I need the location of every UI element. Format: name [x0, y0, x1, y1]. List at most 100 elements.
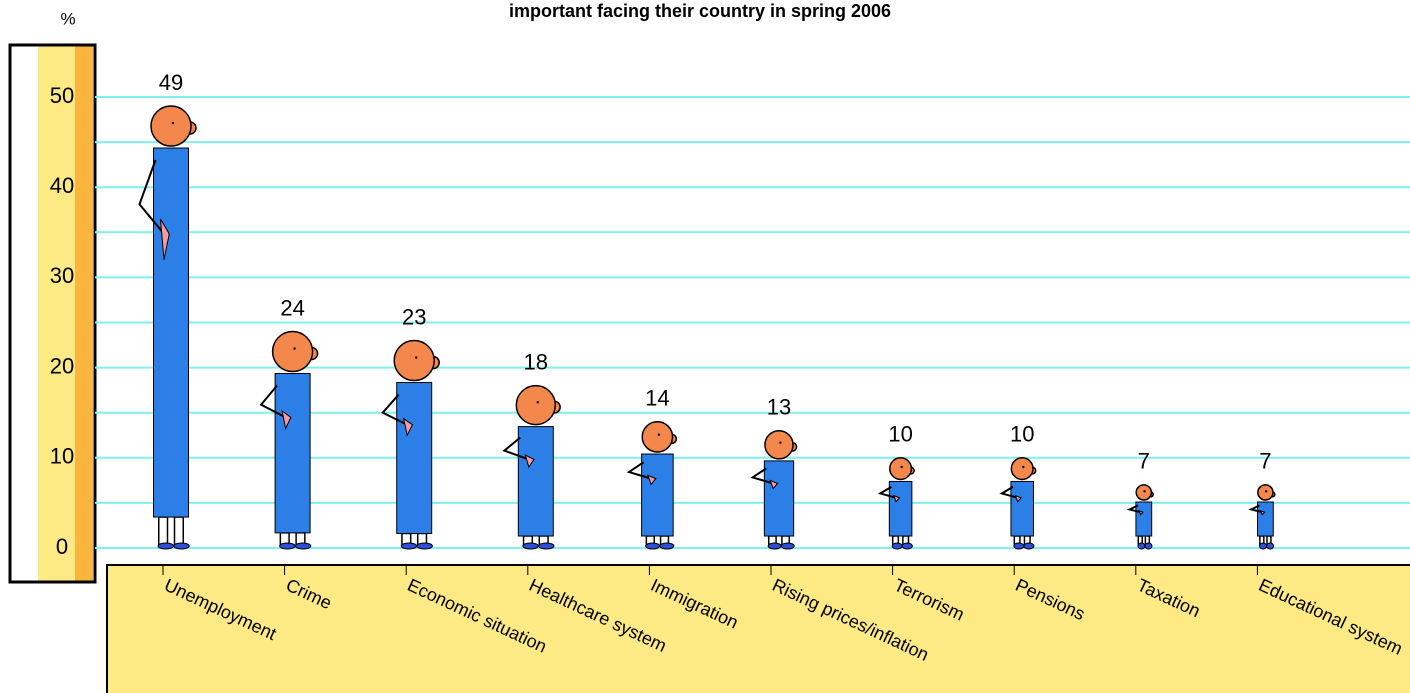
figure-head: [641, 420, 674, 453]
figure-eye: [900, 465, 903, 469]
figure-head: [1257, 484, 1274, 501]
value-label: 7: [1259, 449, 1271, 474]
value-label: 24: [280, 295, 304, 320]
figure: [259, 330, 319, 550]
figure-arm: [138, 159, 165, 235]
figure-hand: [1138, 510, 1144, 516]
value-label: 23: [402, 304, 426, 329]
figure-hand: [1259, 510, 1266, 516]
figure-leg: [173, 516, 184, 546]
value-label: 7: [1138, 449, 1150, 474]
figure-head: [889, 457, 913, 481]
figure-foot: [1137, 542, 1146, 550]
figure-hand: [769, 479, 779, 490]
figure-arm: [1126, 504, 1141, 514]
figure-eye: [779, 441, 782, 444]
figure-foot: [279, 542, 296, 550]
y-tick-label: 0: [56, 534, 68, 559]
figure-hand: [281, 409, 292, 431]
y-tick-label: 20: [50, 353, 74, 378]
figure-head: [393, 339, 435, 382]
figure-eye: [293, 347, 296, 350]
figure: [502, 384, 561, 550]
figure-body: [641, 453, 674, 537]
figure-foot: [891, 542, 903, 550]
value-label: 18: [524, 349, 548, 374]
figure-body: [1135, 501, 1153, 537]
figure-eye: [536, 401, 539, 404]
figure-head: [150, 105, 192, 147]
figure-foot: [1013, 542, 1025, 550]
figure-foot: [780, 542, 795, 550]
figure-head: [764, 429, 794, 460]
figure-arm: [877, 486, 897, 499]
figure-hand: [1014, 494, 1022, 503]
figure: [999, 457, 1037, 550]
figure-foot: [659, 542, 675, 550]
figure: [381, 339, 440, 550]
figure-foot: [1259, 542, 1268, 550]
figure-arm: [502, 436, 530, 461]
axis-band: [38, 45, 75, 582]
figure-foot: [767, 542, 782, 550]
figure: [626, 420, 678, 550]
figure-arm: [1248, 504, 1263, 514]
figure-eye: [1022, 465, 1025, 469]
figure: [750, 429, 798, 550]
category-panel: [106, 564, 1410, 693]
figure-eye: [1264, 490, 1268, 493]
figure-eye: [1143, 490, 1146, 493]
chart-title: important facing their country in spring…: [509, 1, 891, 21]
figure-foot: [416, 542, 433, 550]
axis-frame: [8, 43, 97, 584]
figure: [1126, 484, 1155, 550]
figure-foot: [173, 542, 190, 550]
y-tick-label: 30: [50, 263, 74, 288]
figure-foot: [1144, 542, 1153, 550]
figure-foot: [294, 542, 312, 550]
figure-eye: [657, 433, 661, 436]
figure-hand: [647, 474, 657, 486]
figure: [877, 457, 915, 550]
value-label: 13: [767, 395, 791, 420]
figure-body: [517, 426, 554, 537]
y-tick-label: 50: [50, 83, 74, 108]
y-tick-label: 10: [50, 444, 74, 469]
figure-foot: [522, 542, 539, 550]
y-tick-label: 40: [50, 173, 74, 198]
figure-foot: [538, 542, 555, 550]
figure-head: [1010, 457, 1034, 481]
figure-foot: [157, 542, 174, 550]
figure-head: [515, 384, 557, 426]
grid: [95, 96, 1410, 549]
figure-body: [274, 373, 311, 534]
figure: [1248, 484, 1276, 550]
axis-band: [75, 45, 93, 582]
figure-arm: [750, 467, 774, 485]
figure-body: [763, 460, 795, 537]
figure-arm: [999, 486, 1018, 499]
figure-eye: [415, 356, 418, 359]
figure-head: [1135, 484, 1153, 501]
figure-foot: [645, 542, 661, 550]
figure-arm: [259, 384, 287, 419]
figure-arm: [381, 393, 408, 426]
value-label: 10: [1010, 422, 1034, 447]
figure-foot: [1266, 542, 1275, 550]
figure-head: [271, 330, 314, 373]
figure-eye: [171, 121, 175, 125]
figure-body: [1257, 501, 1274, 537]
figure-foot: [901, 542, 913, 550]
figure-body: [396, 382, 433, 534]
figure: [138, 105, 197, 550]
value-label: 14: [645, 386, 669, 411]
figure-arm: [626, 461, 652, 480]
value-label: 49: [159, 70, 183, 95]
figure-foot: [1023, 542, 1035, 550]
figure-leg: [158, 516, 169, 546]
value-label: 10: [888, 422, 912, 447]
figure-hand: [892, 494, 901, 503]
figure-body: [888, 480, 913, 537]
figure-body: [1010, 480, 1034, 537]
